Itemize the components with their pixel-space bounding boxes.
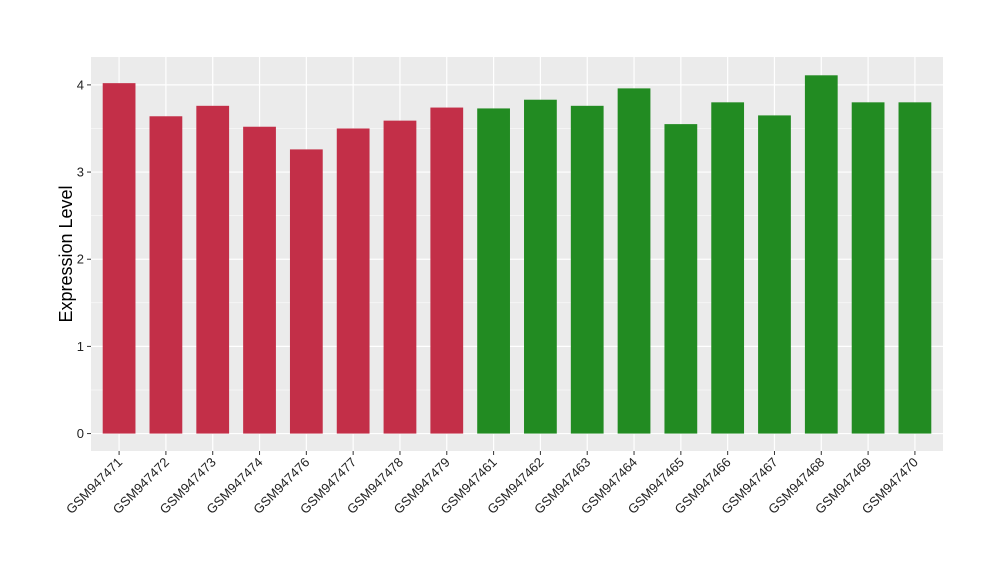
bar-GSM947462 <box>524 99 557 434</box>
y-axis: 0 1 2 3 4 <box>77 77 91 441</box>
y-tick-label: 0 <box>77 426 84 441</box>
y-tick-label: 3 <box>77 165 84 180</box>
bar-GSM947465 <box>664 124 698 434</box>
bar-GSM947461 <box>477 108 510 434</box>
x-axis: GSM947471GSM947472GSM947473GSM947474GSM9… <box>63 451 921 517</box>
bar-GSM947468 <box>804 75 838 434</box>
y-tick-label: 1 <box>77 339 84 354</box>
bar-GSM947463 <box>570 105 604 434</box>
bars <box>102 75 932 434</box>
bar-GSM947471 <box>102 83 136 434</box>
bar-GSM947478 <box>383 120 417 434</box>
plot-panel <box>91 57 943 451</box>
y-tick-label: 4 <box>77 77 84 92</box>
bar-GSM947472 <box>149 116 183 434</box>
bar-GSM947477 <box>336 128 370 434</box>
bar-GSM947470 <box>898 102 932 434</box>
bar-GSM947476 <box>289 149 323 434</box>
bar-GSM947473 <box>196 105 230 434</box>
bar-GSM947464 <box>617 88 651 434</box>
bar-GSM947479 <box>430 107 464 434</box>
bar-GSM947466 <box>711 102 745 434</box>
y-axis-title: Expression Level <box>56 185 76 322</box>
y-tick-label: 2 <box>77 252 84 267</box>
bar-GSM947469 <box>851 102 885 434</box>
bar-GSM947467 <box>758 115 791 434</box>
bar-GSM947474 <box>243 126 276 434</box>
